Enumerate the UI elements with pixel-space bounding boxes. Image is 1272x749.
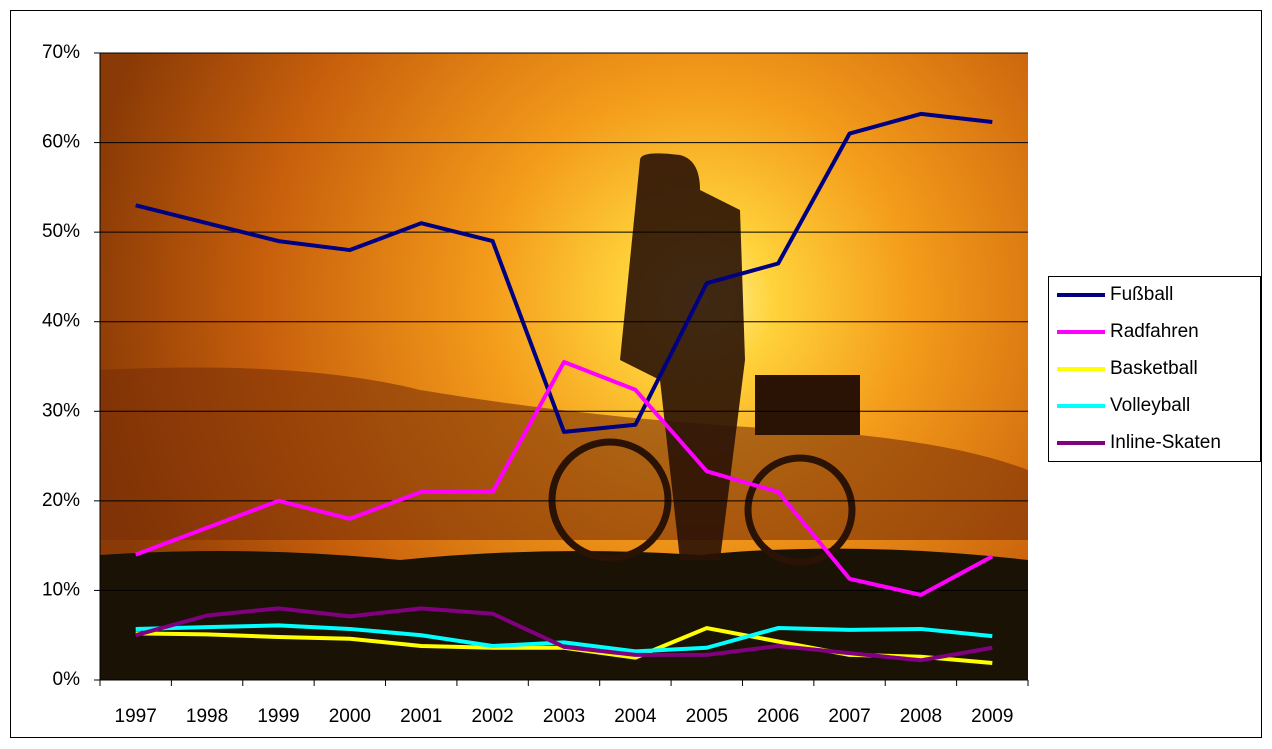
y-tick-label: 20% [42,490,80,511]
series-line [134,360,994,597]
y-tick-label: 50% [42,221,80,242]
legend-label: Volleyball [1110,395,1190,416]
x-tick-label: 2001 [400,706,442,727]
x-tick-label: 1999 [257,706,299,727]
y-tick-label: 0% [53,669,81,690]
legend-label: Basketball [1110,358,1198,379]
x-tick-label: 2003 [543,706,585,727]
y-tick-label: 40% [42,311,80,332]
x-tick-label: 2008 [900,706,942,727]
series-line [135,111,993,434]
x-tick-label: 1997 [115,706,157,727]
legend-label: Radfahren [1110,321,1199,342]
y-tick-label: 10% [42,579,80,600]
series-line [135,606,993,663]
legend-label: Fußball [1110,284,1173,305]
x-tick-label: 2009 [971,706,1013,727]
y-tick-label: 60% [42,132,80,153]
x-tick-label: 2002 [471,706,513,727]
series-line [135,623,993,654]
x-tick-label: 2005 [686,706,728,727]
legend-label: Inline-Skaten [1110,432,1221,453]
x-tick-label: 2006 [757,706,799,727]
y-tick-label: 70% [42,42,80,63]
x-tick-label: 2000 [329,706,371,727]
x-tick-label: 1998 [186,706,228,727]
y-tick-label: 30% [42,400,80,421]
x-tick-label: 2007 [828,706,870,727]
x-tick-label: 2004 [614,706,657,727]
